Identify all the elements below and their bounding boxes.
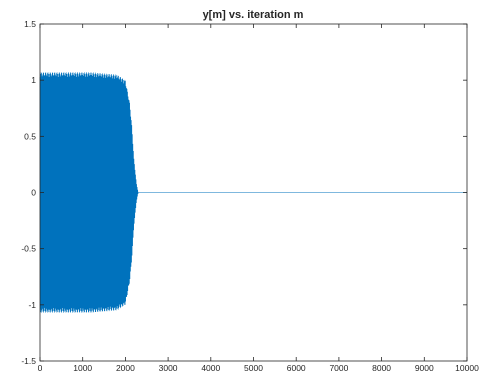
x-tick-label: 0 xyxy=(38,363,43,372)
y-tick-label: 0.5 xyxy=(24,131,36,141)
y-tick-label: -1.5 xyxy=(21,356,36,366)
y-tick-label: -1 xyxy=(28,300,36,310)
x-tick-label: 3000 xyxy=(159,363,178,372)
y-tick-label: 0 xyxy=(31,188,36,198)
y-tick-label: 1.5 xyxy=(24,19,36,29)
x-tick-label: 10000 xyxy=(455,363,479,372)
axes-layer: 0 1000 2000 3000 4000 5000 6000 7000 8000 9000 100… xyxy=(21,19,479,373)
x-tick-label: 9000 xyxy=(415,363,434,372)
x-tick-label: 6000 xyxy=(287,363,306,372)
x-tick-label: 7000 xyxy=(329,363,348,372)
x-tick-label: 2000 xyxy=(116,363,135,372)
x-tick-label: 5000 xyxy=(244,363,263,372)
x-tick-label: 1000 xyxy=(73,363,92,372)
y-tick-label: -0.5 xyxy=(21,244,36,254)
x-tick-label: 8000 xyxy=(372,363,391,372)
y-tick-label: 1 xyxy=(31,75,36,85)
chart-title: y[m] vs. iteration m xyxy=(203,9,304,21)
series-layer xyxy=(39,72,467,313)
x-tick-label: 4000 xyxy=(201,363,220,372)
series-line-0 xyxy=(39,72,467,313)
